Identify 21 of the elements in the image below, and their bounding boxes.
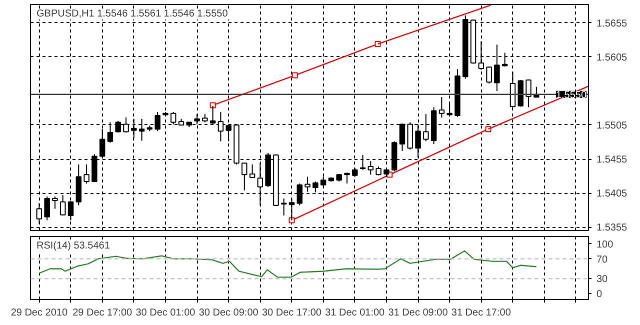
y-tick-label: 1.5355 <box>596 222 628 234</box>
x-tick-label: 30 Dec 17:00 <box>262 308 322 318</box>
y-tick-label: 1.5455 <box>596 154 628 166</box>
y-tick-label: 1.5505 <box>596 120 628 132</box>
x-tick-label: 29 Dec 17:00 <box>72 308 133 318</box>
y-tick-label: 70 <box>596 254 608 266</box>
y-tick-label: 1.5605 <box>596 52 628 64</box>
y-tick-label: 100 <box>596 239 614 250</box>
x-tick-label: 30 Dec 09:00 <box>198 308 259 318</box>
y-tick-label: 1.5405 <box>596 188 628 200</box>
y-tick-label: 1.5655 <box>596 18 628 30</box>
chart-title: RSI(14) 53.5461 <box>36 240 110 252</box>
y-tick-label: 30 <box>596 274 608 286</box>
y-tick-label: 0 <box>596 289 602 300</box>
x-tick-label: 31 Dec 09:00 <box>388 308 448 318</box>
x-tick-label: 31 Dec 17:00 <box>451 308 512 318</box>
ref-line-label: 1.5550 <box>556 90 587 101</box>
text: GBPUSD,H1 1.5546 1.5561 1.5546 1.5550 <box>36 8 228 20</box>
x-tick-label: 30 Dec 01:00 <box>136 308 196 318</box>
x-tick-label: 31 Dec 01:00 <box>325 308 386 318</box>
x-tick-label: 29 Dec 2010 <box>10 308 68 318</box>
